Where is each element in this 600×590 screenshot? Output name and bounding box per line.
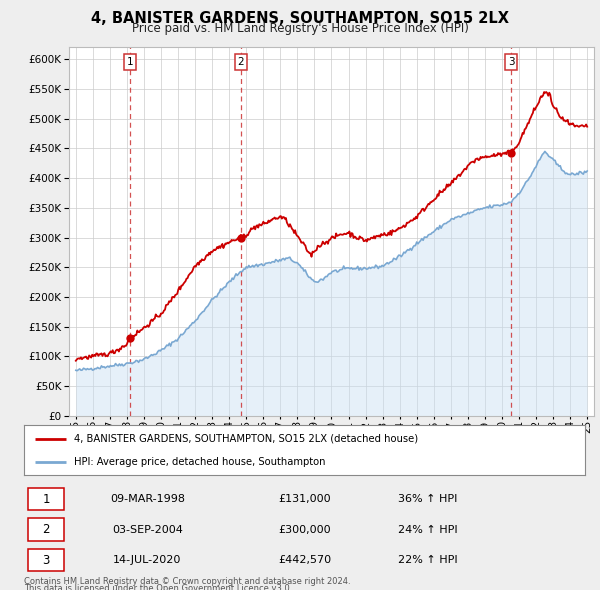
Text: 36% ↑ HPI: 36% ↑ HPI (398, 494, 458, 504)
Text: £300,000: £300,000 (278, 525, 331, 535)
Text: 3: 3 (43, 553, 50, 566)
FancyBboxPatch shape (28, 487, 64, 510)
Text: 4, BANISTER GARDENS, SOUTHAMPTON, SO15 2LX: 4, BANISTER GARDENS, SOUTHAMPTON, SO15 2… (91, 11, 509, 25)
Text: 09-MAR-1998: 09-MAR-1998 (110, 494, 185, 504)
Text: 03-SEP-2004: 03-SEP-2004 (112, 525, 183, 535)
Text: Contains HM Land Registry data © Crown copyright and database right 2024.: Contains HM Land Registry data © Crown c… (24, 577, 350, 586)
Text: 4, BANISTER GARDENS, SOUTHAMPTON, SO15 2LX (detached house): 4, BANISTER GARDENS, SOUTHAMPTON, SO15 2… (74, 434, 419, 444)
Text: Price paid vs. HM Land Registry's House Price Index (HPI): Price paid vs. HM Land Registry's House … (131, 22, 469, 35)
Text: 1: 1 (127, 57, 134, 67)
Text: 14-JUL-2020: 14-JUL-2020 (113, 555, 182, 565)
Text: 2: 2 (43, 523, 50, 536)
FancyBboxPatch shape (28, 549, 64, 572)
Text: 1: 1 (43, 493, 50, 506)
Text: £131,000: £131,000 (278, 494, 331, 504)
Text: 24% ↑ HPI: 24% ↑ HPI (398, 525, 458, 535)
Text: This data is licensed under the Open Government Licence v3.0.: This data is licensed under the Open Gov… (24, 584, 292, 590)
Text: 22% ↑ HPI: 22% ↑ HPI (398, 555, 458, 565)
Text: HPI: Average price, detached house, Southampton: HPI: Average price, detached house, Sout… (74, 457, 326, 467)
FancyBboxPatch shape (28, 518, 64, 541)
Text: 3: 3 (508, 57, 514, 67)
Text: 2: 2 (238, 57, 244, 67)
Text: £442,570: £442,570 (278, 555, 331, 565)
